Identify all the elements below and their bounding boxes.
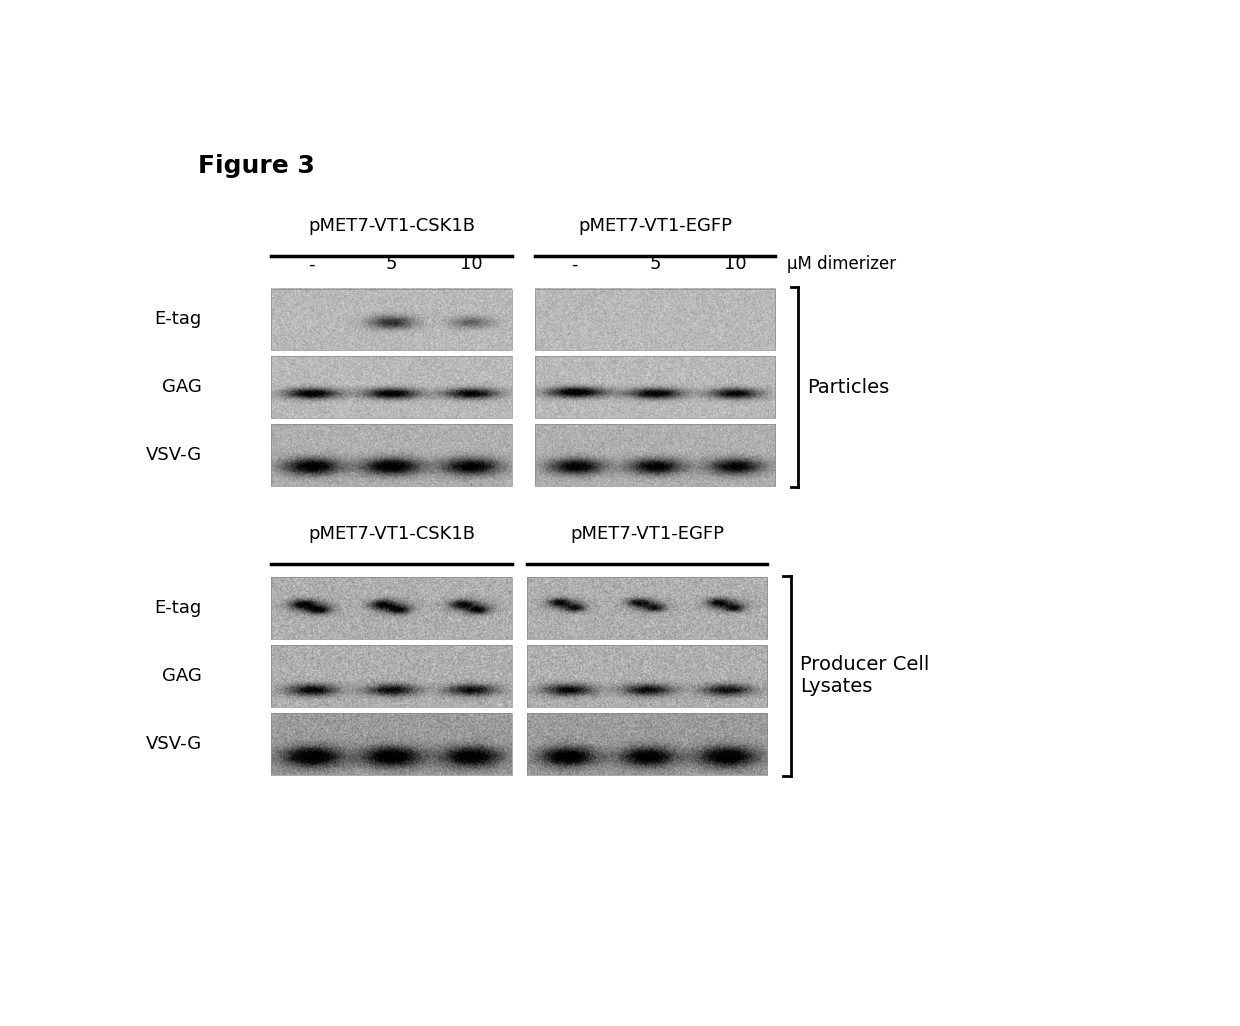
Text: 5: 5 <box>386 255 397 273</box>
Bar <box>272 424 511 485</box>
Text: VSV-G: VSV-G <box>145 446 201 464</box>
Text: μM dimerizer: μM dimerizer <box>786 255 895 273</box>
Bar <box>534 288 775 350</box>
Text: 10: 10 <box>460 255 482 273</box>
Text: -: - <box>308 255 315 273</box>
Text: E-tag: E-tag <box>154 311 201 328</box>
Text: GAG: GAG <box>161 667 201 685</box>
Text: pMET7-VT1-CSK1B: pMET7-VT1-CSK1B <box>308 216 475 235</box>
Text: pMET7-VT1-EGFP: pMET7-VT1-EGFP <box>578 216 732 235</box>
Bar <box>527 578 768 639</box>
Bar <box>527 645 768 707</box>
Bar <box>272 713 511 775</box>
Text: Figure 3: Figure 3 <box>197 154 315 177</box>
Text: GAG: GAG <box>161 379 201 396</box>
Bar <box>534 356 775 418</box>
Text: -: - <box>572 255 578 273</box>
Text: pMET7-VT1-CSK1B: pMET7-VT1-CSK1B <box>308 524 475 543</box>
Text: Producer Cell
Lysates: Producer Cell Lysates <box>800 656 929 697</box>
Bar <box>272 645 511 707</box>
Bar <box>534 424 775 485</box>
Bar <box>272 356 511 418</box>
Bar <box>272 288 511 350</box>
Text: VSV-G: VSV-G <box>145 735 201 753</box>
Text: E-tag: E-tag <box>154 599 201 618</box>
Bar <box>527 713 768 775</box>
Text: 10: 10 <box>724 255 746 273</box>
Bar <box>272 578 511 639</box>
Text: 5: 5 <box>649 255 661 273</box>
Text: Particles: Particles <box>807 378 890 397</box>
Text: pMET7-VT1-EGFP: pMET7-VT1-EGFP <box>570 524 724 543</box>
